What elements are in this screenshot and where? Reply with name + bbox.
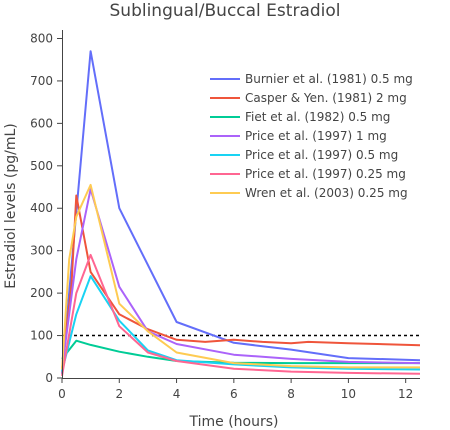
axis-ticks: 0 2 4 6 8 10 12 0 100 200 300 400 500 600 700 800 — [30, 31, 413, 401]
legend-item-label: Casper & Yen. (1981) 2 mg — [245, 91, 407, 105]
x-axis-title: Time (hours) — [189, 414, 279, 430]
series-line-7 — [61, 183, 420, 370]
y-tick-label: 300 — [30, 244, 53, 258]
y-axis-title: Estradiol levels (pg/mL) — [3, 123, 19, 289]
x-tick-label: 0 — [58, 387, 66, 401]
x-tick-label: 6 — [230, 387, 238, 401]
legend-item-label: Price et al. (1997) 1 mg — [245, 129, 387, 143]
y-tick-label: 800 — [30, 31, 53, 45]
x-tick-label: 12 — [398, 387, 413, 401]
chart-title: Sublingual/Buccal Estradiol — [110, 1, 341, 21]
series-line-4 — [61, 188, 421, 370]
y-tick-label: 400 — [30, 201, 53, 215]
x-tick-label: 8 — [287, 387, 295, 401]
series-line-2 — [61, 194, 421, 370]
series-line-1 — [61, 50, 421, 374]
legend: Burnier et al. (1981) 0.5 mg Casper & Yen… — [210, 72, 413, 200]
y-tick-label: 700 — [30, 74, 53, 88]
legend-item-label: Price et al. (1997) 0.5 mg — [245, 148, 398, 162]
series-line-3 — [61, 339, 420, 365]
legend-item-label: Fiet et al. (1982) 0.5 mg — [245, 110, 390, 124]
y-tick-label: 100 — [30, 329, 53, 343]
y-tick-label: 200 — [30, 286, 53, 300]
y-tick-label: 500 — [30, 159, 53, 173]
legend-item-label: Wren et al. (2003) 0.25 mg — [245, 186, 408, 200]
series-line-6 — [61, 253, 421, 377]
plot-area — [61, 50, 421, 377]
legend-item-label: Price et al. (1997) 0.25 mg — [245, 167, 406, 181]
series-line-5 — [61, 275, 421, 372]
x-tick-label: 4 — [173, 387, 181, 401]
legend-item-label: Burnier et al. (1981) 0.5 mg — [245, 72, 413, 86]
x-tick-label: 10 — [341, 387, 356, 401]
y-tick-label: 0 — [45, 371, 53, 385]
x-tick-label: 2 — [115, 387, 123, 401]
y-tick-label: 600 — [30, 116, 53, 130]
